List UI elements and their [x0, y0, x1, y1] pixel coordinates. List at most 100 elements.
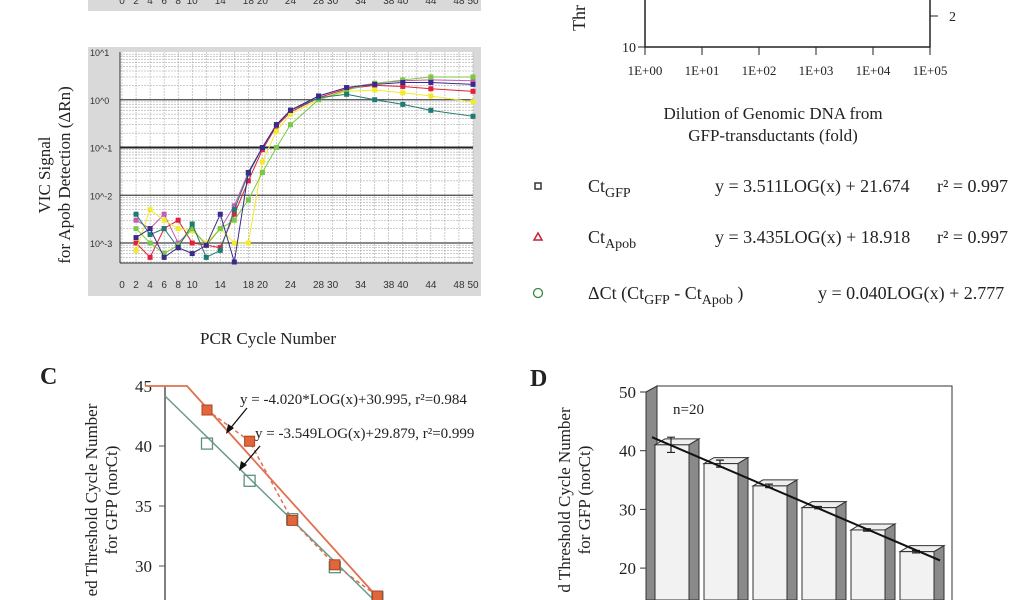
legend-label: CtApob: [588, 227, 636, 252]
y-axis-title: Thr: [569, 5, 589, 31]
x-axis-title: Dilution of Genomic DNA from: [663, 104, 882, 123]
x-tick-label: 38: [383, 280, 395, 291]
y-axis-title: VIC Signal for Apob Detection (ΔRn): [35, 86, 74, 264]
data-point: [428, 74, 434, 80]
x-tick-label: 40: [397, 280, 409, 291]
svg-text:for GFP (norCt): for GFP (norCt): [102, 446, 121, 555]
y-axis-title: ed Threshold Cycle Number for GFP (norCt): [82, 403, 121, 596]
upper-x-tick-label: 8: [175, 0, 181, 7]
svg-text:Thr: Thr: [569, 5, 589, 31]
upper-x-tick-label: 6: [161, 0, 167, 7]
upper-x-tick-label: 2: [133, 0, 139, 7]
data-point: [133, 247, 139, 253]
data-point-filled-square: [329, 559, 341, 571]
upper-x-tick-label: 24: [285, 0, 297, 7]
legend-equation: y = 3.435LOG(x) + 18.918: [715, 227, 910, 248]
upper-x-tick-label: 28: [313, 0, 325, 7]
upper-x-tick-label: 20: [257, 0, 269, 7]
x-axis-title: PCR Cycle Number: [200, 329, 336, 348]
fit-line-orange: [145, 385, 381, 600]
data-point: [147, 226, 153, 232]
bar-side: [884, 523, 896, 600]
data-point-filled-square: [286, 514, 298, 526]
upper-x-tick-label: 0: [119, 0, 125, 7]
data-point: [231, 217, 237, 223]
data-point-filled-square: [201, 404, 213, 416]
legend-circle-marker-icon: [532, 287, 544, 299]
x-tick-label: 24: [285, 280, 297, 291]
y-tick-label: 30: [619, 500, 636, 519]
x-tick-label: 1E+00: [628, 63, 663, 78]
y-tick-label: 40: [135, 437, 152, 456]
data-point: [189, 251, 195, 257]
data-point-open-square: [200, 437, 214, 450]
arrow-head: [239, 461, 247, 471]
data-point-filled-square: [371, 590, 383, 600]
svg-text:ed Threshold Cycle Number: ed Threshold Cycle Number: [82, 403, 101, 596]
data-point: [245, 240, 251, 246]
bar: [703, 463, 739, 600]
y-tick-label: 35: [135, 497, 152, 516]
x-tick-label: 2: [133, 280, 139, 291]
data-point: [161, 217, 167, 223]
upper-x-tick-label: 34: [355, 0, 367, 7]
data-point: [259, 159, 265, 165]
fit-equation: y = -4.020*LOG(x)+30.995, r²=0.984: [240, 392, 467, 408]
legend-r-squared: r² = 0.997: [937, 227, 1008, 247]
upper-x-tick-label: 4: [147, 0, 153, 7]
data-point: [231, 207, 237, 213]
data-point-filled-square: [244, 435, 256, 447]
x-tick-label: 48: [453, 280, 465, 291]
data-point: [161, 254, 167, 260]
x-tick-label: 18: [243, 280, 255, 291]
x-tick-label: 20: [257, 280, 269, 291]
data-point: [161, 251, 167, 257]
data-point: [217, 247, 223, 253]
data-point: [428, 77, 434, 83]
upper-x-tick-label: 18: [243, 0, 255, 7]
data-point-open-square: [243, 474, 256, 487]
data-point: [245, 178, 251, 184]
y-tick-label: 10^-2: [90, 191, 112, 201]
data-point: [175, 217, 181, 223]
bar-side: [737, 456, 749, 600]
data-point: [259, 145, 265, 150]
x-tick-label: 6: [161, 280, 167, 291]
data-point: [344, 91, 350, 97]
x-tick-label: 28: [313, 280, 325, 291]
y-axis-title-line: for Apob Detection (ΔRn): [55, 86, 74, 264]
legend-label: CtGFP: [588, 176, 631, 201]
data-point: [287, 111, 293, 117]
y-tick-label: 20: [619, 559, 636, 578]
data-point: [400, 101, 406, 107]
arrow-line: [228, 407, 248, 431]
plot-frame: [644, 0, 931, 48]
y-tick-label: 40: [619, 442, 636, 461]
svg-text:for GFP (norCt): for GFP (norCt): [575, 446, 594, 555]
y-tick-label: 10^-1: [90, 144, 112, 154]
bar: [752, 485, 788, 600]
data-point: [133, 211, 139, 217]
legend-equation: y = 0.040LOG(x) + 2.777: [818, 283, 1004, 304]
data-point: [217, 211, 223, 217]
y-tick-label: 50: [619, 383, 636, 402]
data-point: [470, 99, 476, 105]
data-point: [161, 211, 167, 217]
panel-label-d: D: [530, 366, 547, 392]
legend-label: ΔCt (CtGFP - CtApob ): [588, 283, 743, 308]
data-point: [372, 97, 378, 103]
sample-size-label: n=20: [673, 402, 704, 418]
data-point: [245, 197, 251, 203]
data-point: [133, 240, 139, 246]
data-point: [161, 226, 167, 232]
bar-side: [933, 544, 945, 600]
x-tick-label: 4: [147, 280, 153, 291]
data-point: [231, 259, 237, 265]
data-point: [147, 240, 153, 246]
x-tick-label: 8: [175, 280, 181, 291]
y-tick-label: 10^0: [90, 96, 109, 106]
data-point: [344, 85, 350, 91]
data-point: [147, 254, 153, 260]
fit-equation: y = -3.549LOG(x)+29.879, r²=0.999: [255, 426, 474, 442]
legend-equation: y = 3.511LOG(x) + 21.674: [715, 176, 910, 197]
